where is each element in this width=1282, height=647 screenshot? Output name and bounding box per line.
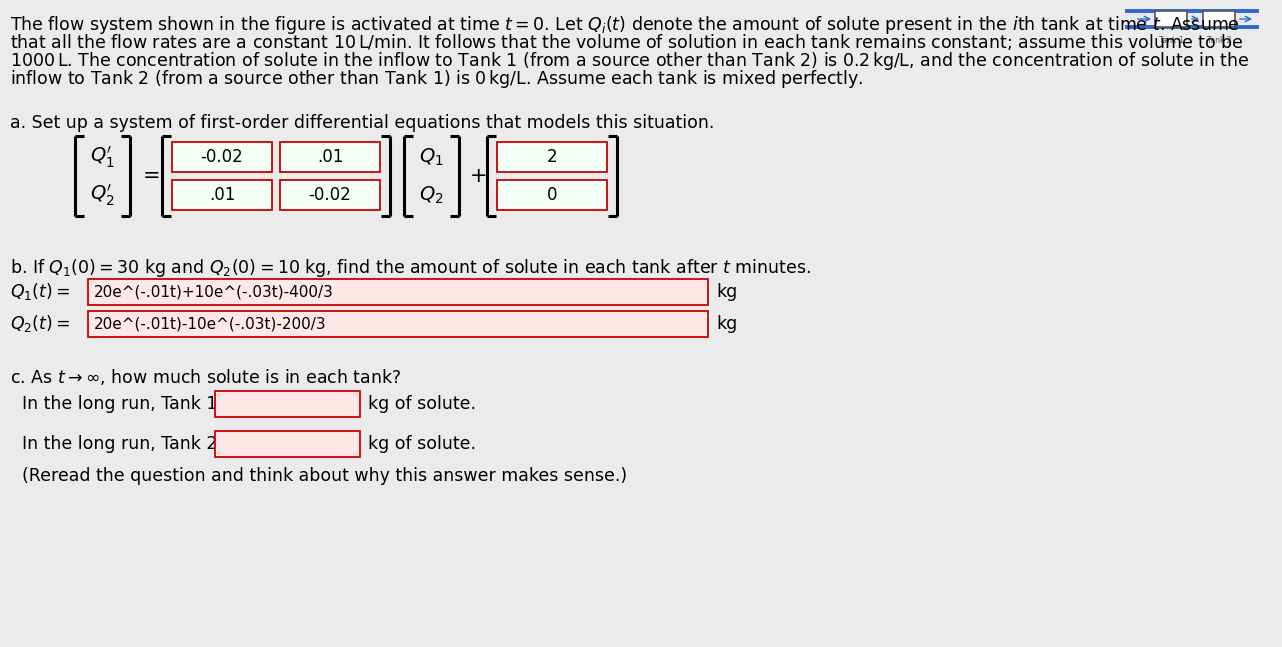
Text: $1000\,\mathrm{L}$. The concentration of solute in the inflow to Tank 1 (from a : $1000\,\mathrm{L}$. The concentration of… — [10, 50, 1250, 72]
Text: +: + — [470, 166, 488, 186]
Text: The flow system shown in the figure is activated at time $t = 0$. Let $Q_i(t)$ d: The flow system shown in the figure is a… — [10, 14, 1240, 36]
Bar — [172, 142, 272, 172]
Bar — [1203, 11, 1235, 27]
Text: .01: .01 — [317, 148, 344, 166]
Text: .01: .01 — [209, 186, 235, 204]
Text: $Q_2$: $Q_2$ — [419, 184, 444, 206]
Bar — [497, 142, 606, 172]
Text: $Q_2(t) =$: $Q_2(t) =$ — [10, 314, 71, 334]
Text: -0.02: -0.02 — [200, 148, 244, 166]
Text: (Reread the question and think about why this answer makes sense.): (Reread the question and think about why… — [22, 467, 627, 485]
Text: $Q_2'$: $Q_2'$ — [90, 182, 115, 208]
Text: $Q_1'$: $Q_1'$ — [90, 144, 115, 170]
Text: kg: kg — [717, 283, 737, 301]
Text: 0: 0 — [546, 186, 558, 204]
Bar — [172, 180, 272, 210]
Text: 20e^(-.01t)+10e^(-.03t)-400/3: 20e^(-.01t)+10e^(-.03t)-400/3 — [94, 285, 333, 300]
Text: Tank 1: Tank 1 — [1159, 36, 1183, 45]
Bar — [1155, 11, 1187, 27]
Text: In the long run, Tank 1 will have: In the long run, Tank 1 will have — [22, 395, 300, 413]
Text: $Q_1$: $Q_1$ — [419, 146, 444, 168]
Bar — [88, 279, 708, 305]
Bar — [215, 431, 360, 457]
Bar — [215, 391, 360, 417]
Bar — [497, 180, 606, 210]
Text: kg: kg — [717, 315, 737, 333]
Text: Tank 2: Tank 2 — [1206, 36, 1231, 45]
Bar — [88, 311, 708, 337]
Text: 20e^(-.01t)-10e^(-.03t)-200/3: 20e^(-.01t)-10e^(-.03t)-200/3 — [94, 316, 327, 331]
Text: b. If $Q_1(0) = 30$ kg and $Q_2(0) = 10$ kg, find the amount of solute in each t: b. If $Q_1(0) = 30$ kg and $Q_2(0) = 10$… — [10, 257, 810, 279]
Bar — [279, 142, 379, 172]
Bar — [279, 180, 379, 210]
Text: kg of solute.: kg of solute. — [368, 435, 476, 453]
Text: that all the flow rates are a constant $10\,\mathrm{L/min}$. It follows that the: that all the flow rates are a constant $… — [10, 32, 1244, 52]
Text: In the long run, Tank 2 will have: In the long run, Tank 2 will have — [22, 435, 300, 453]
Text: =: = — [144, 166, 160, 186]
Text: 2: 2 — [546, 148, 558, 166]
Text: -0.02: -0.02 — [309, 186, 351, 204]
Text: kg of solute.: kg of solute. — [368, 395, 476, 413]
Text: c. As $t \to \infty$, how much solute is in each tank?: c. As $t \to \infty$, how much solute is… — [10, 367, 401, 387]
Text: $Q_1(t) =$: $Q_1(t) =$ — [10, 281, 71, 303]
Text: inflow to Tank 2 (from a source other than Tank 1) is $0\,\mathrm{kg/L}$. Assume: inflow to Tank 2 (from a source other th… — [10, 68, 864, 90]
Text: a. Set up a system of first-order differential equations that models this situat: a. Set up a system of first-order differ… — [10, 114, 714, 132]
